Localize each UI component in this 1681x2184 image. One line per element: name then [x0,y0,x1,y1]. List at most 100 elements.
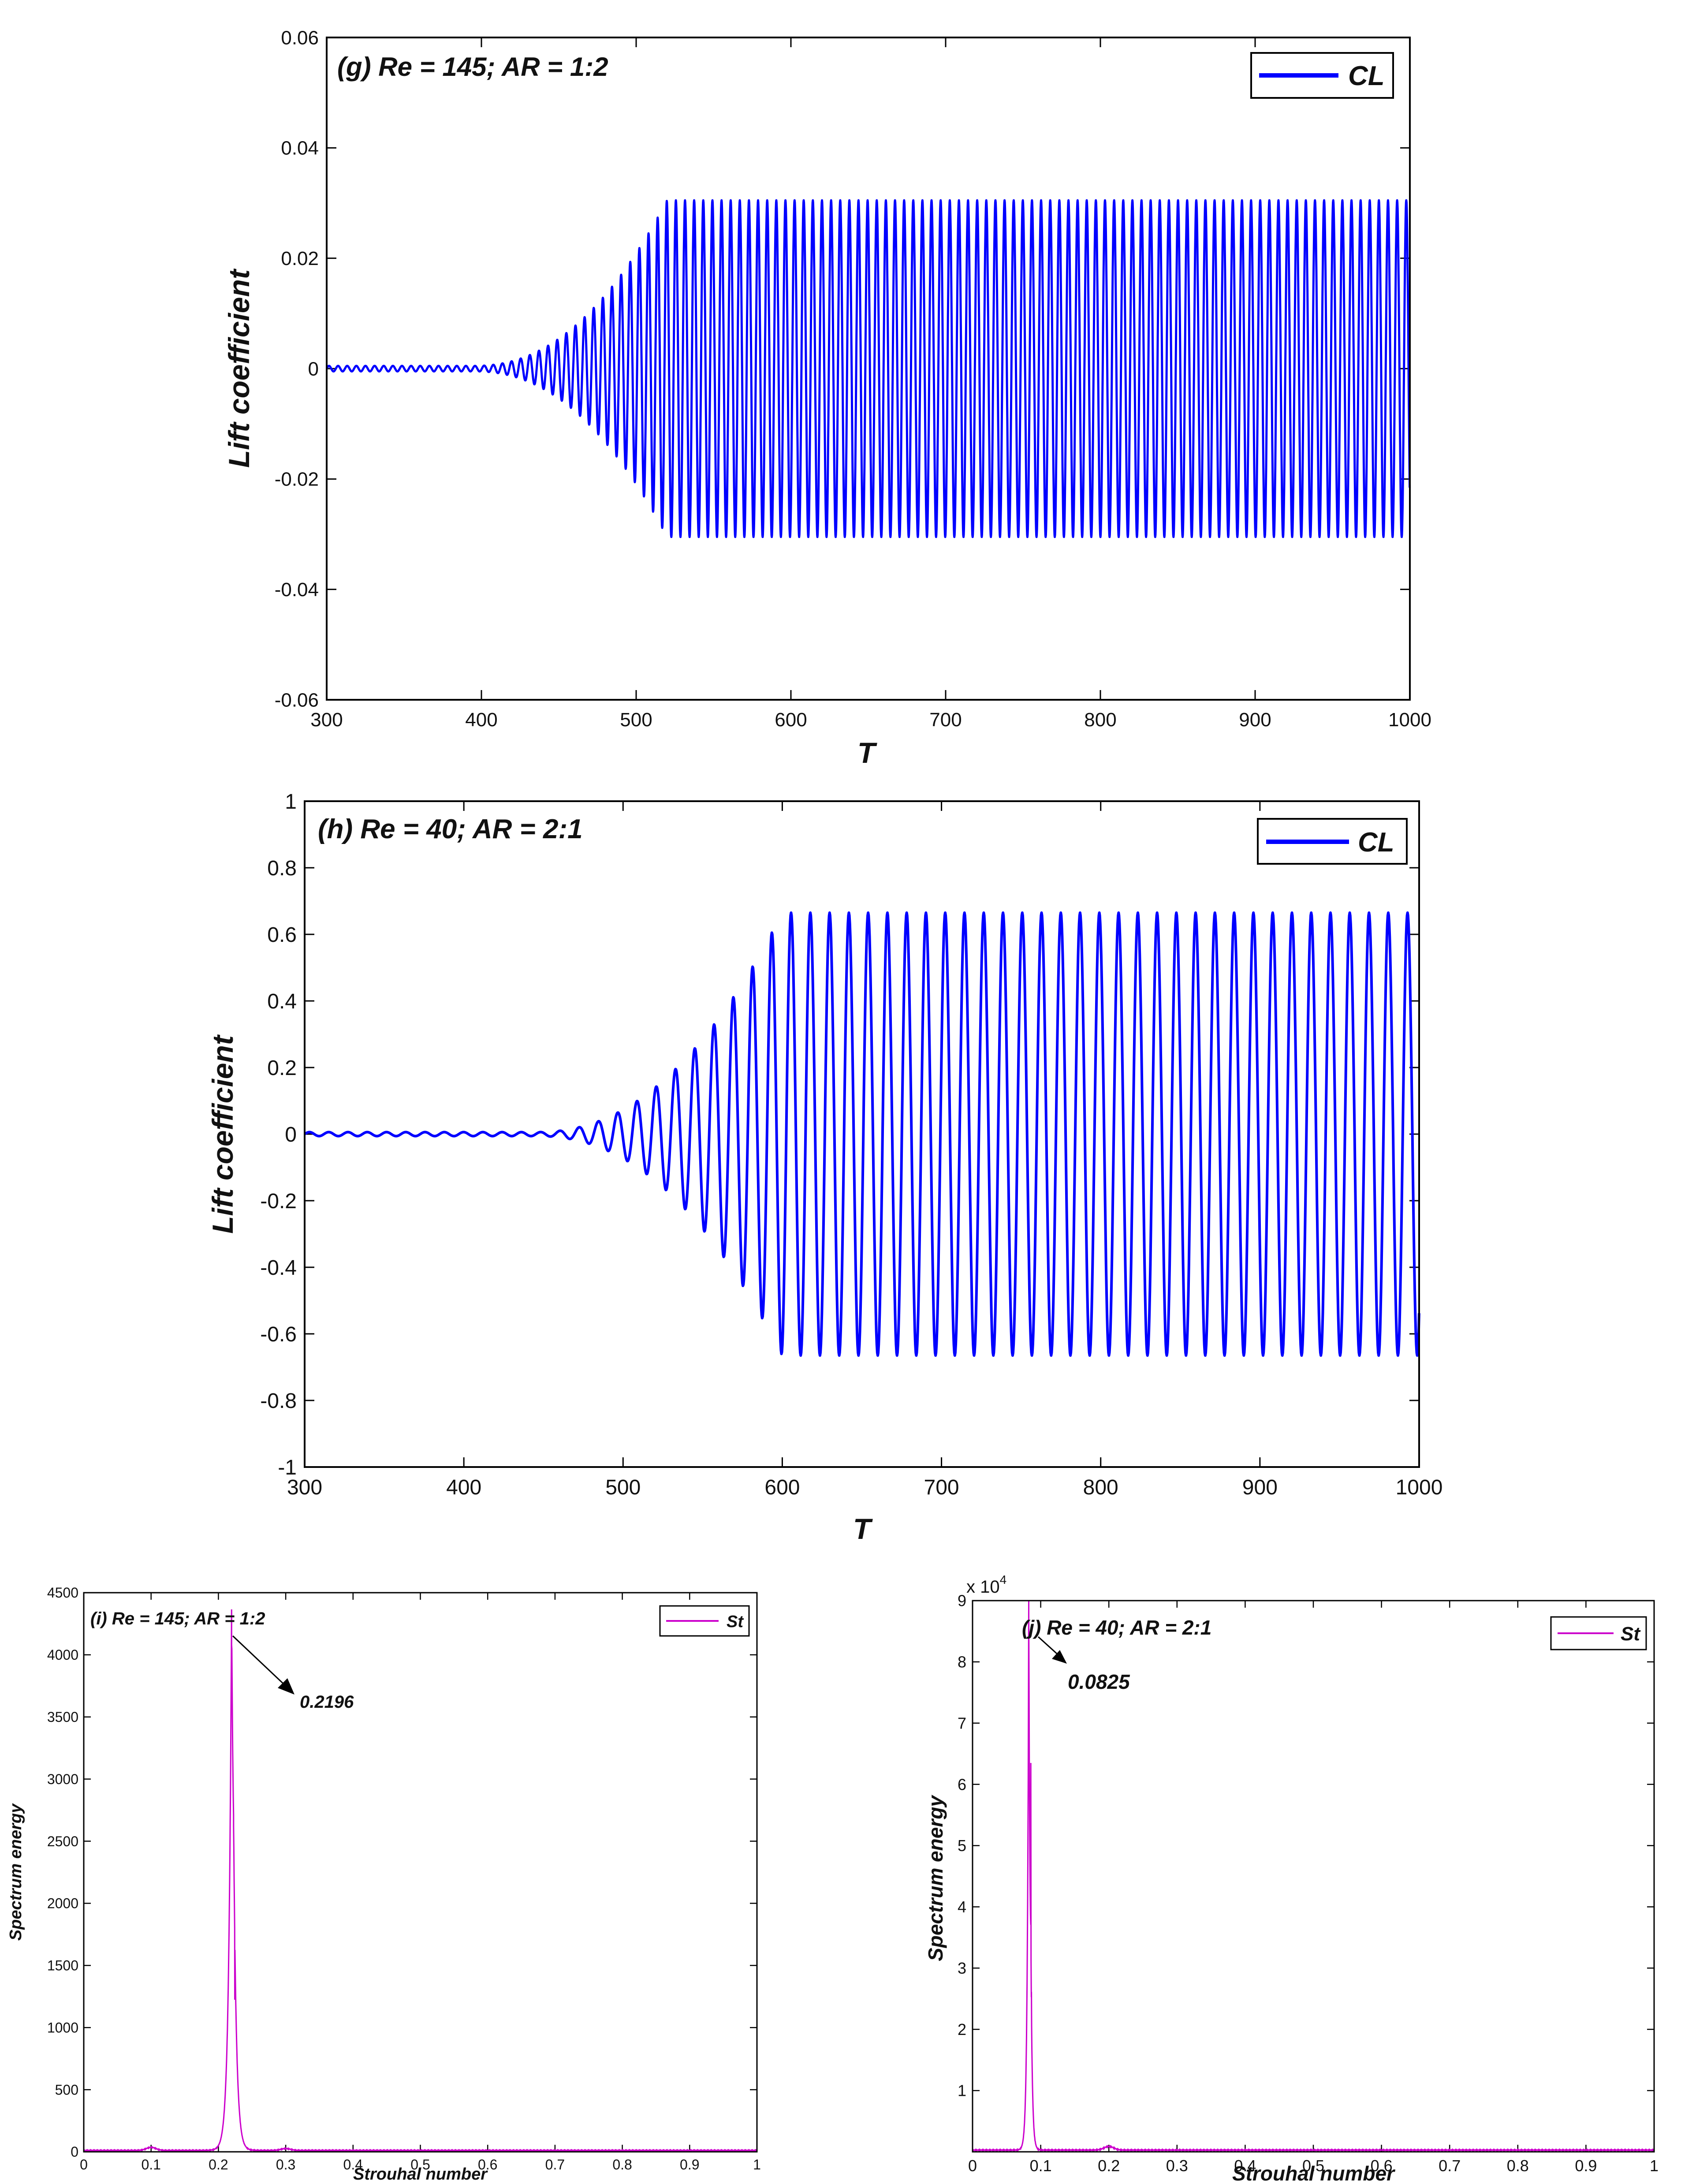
panel-i-x-axis-title: Strouhal number [353,2165,488,2184]
panel-j-y-axis-title: Spectrum energy [924,1795,947,1961]
panel-i-spectrum-chart: 0 0.1 0.2 0.3 0.4 0.5 0.6 0.7 0.8 0.9 1 0 500 1000 150… [7,1585,761,2184]
panel-i-y-tick-label: 2500 [47,1833,78,1849]
panel-j-y-tick-label: 5 [958,1837,966,1855]
panel-j-x-tick-label: 0.9 [1575,2157,1597,2175]
panel-j-legend: St [1550,1616,1647,1650]
panel-j-x-tick-label: 0.1 [1030,2157,1052,2175]
panel-h-y-tick-label: 1 [285,790,297,814]
panel-j-axes-box [972,1600,1655,2153]
panel-g-x-tick-label: 1000 [1388,709,1431,731]
panel-i-x-tick-label: 0.4 [343,2157,363,2173]
panel-g-plot-area [327,37,1410,700]
panel-j-y-tick-label: 6 [958,1775,966,1793]
panel-j-title: (j) Re = 40; AR = 2:1 [1022,1616,1211,1639]
panel-j-x-tick-label: 0.7 [1439,2157,1461,2175]
panel-h-x-tick-label: 600 [764,1476,800,1499]
panel-i-x-tick-label: 0.6 [478,2157,497,2173]
panel-i-y-tick-label: 2000 [47,1896,78,1911]
panel-j-y-tick-label: 7 [958,1714,966,1732]
panel-g-y-tick-label: 0.02 [281,248,319,269]
panel-g-legend-label: CL [1348,61,1385,91]
panel-h-y-tick-label: 0 [285,1123,297,1146]
panel-i-annotation-arrow [232,1635,290,1690]
panel-h-lift-coefficient-chart: 300 400 500 600 700 800 900 1000 -1 -0.8 -0.6 -0.4 -… [206,790,1442,1545]
panel-i-x-tick-label: 1 [753,2157,761,2173]
panel-g-axes-box [326,37,1411,701]
panel-h-y-axis-title: Lift coefficient [206,1034,239,1234]
panel-g-ticks: 300 400 500 600 700 800 900 1000 -0.06 -0.04 -0.02… [275,27,1431,731]
panel-j-x-tick-label: 0 [968,2157,977,2175]
panel-j-y-tick-label: 8 [958,1653,966,1671]
panel-i-y-tick-label: 1500 [47,1958,78,1974]
panel-i-y-tick-label: 3000 [47,1771,78,1787]
panel-i-legend: St [659,1605,750,1637]
panel-j-y-tick-label: 1 [958,2082,966,2100]
panel-h-x-tick-label: 1000 [1396,1476,1443,1499]
panel-j-x-tick-label: 0.2 [1098,2157,1120,2175]
panel-h-legend-label: CL [1358,827,1394,858]
panel-j-y-exponent-power: 4 [1000,1573,1007,1587]
panel-g-y-axis-title: Lift coefficient [223,268,255,468]
panel-h-y-tick-label: -0.8 [260,1389,297,1413]
panel-j-spectrum-chart: 0 0.1 0.2 0.3 0.4 0.5 0.6 0.7 0.8 0.9 1 1 2 3 4 5 6 7 8 9 x… [924,1573,1659,2184]
panel-h-x-tick-label: 500 [605,1476,641,1499]
panel-g-y-tick-label: -0.02 [275,469,319,490]
panel-g-y-tick-label: 0.04 [281,138,319,159]
panel-g-title: (g) Re = 145; AR = 1:2 [337,52,608,82]
panel-h-y-tick-label: 0.4 [267,990,297,1013]
panel-h-x-tick-label: 900 [1242,1476,1278,1499]
panel-g-x-tick-label: 600 [775,709,807,731]
panel-g-x-tick-label: 800 [1084,709,1116,731]
panel-j-x-tick-label: 0.4 [1234,2157,1256,2175]
panel-i-y-tick-label: 4000 [47,1647,78,1663]
panel-i-y-tick-label: 0 [71,2144,78,2160]
panel-h-x-tick-label: 700 [924,1476,959,1499]
panel-j-x-tick-label: 0.6 [1371,2157,1393,2175]
panel-g-y-tick-label: 0.06 [281,27,319,49]
panel-j-plot-area [973,1601,1654,2152]
panel-j-x-tick-label: 0.8 [1507,2157,1529,2175]
panel-h-cl-line [304,911,1420,1357]
panel-j-ticks: 0 0.1 0.2 0.3 0.4 0.5 0.6 0.7 0.8 0.9 1 1 2 3 4 5 6 7 8 9 [958,1592,1659,2175]
panel-i-y-axis-title: Spectrum energy [7,1803,25,1941]
panel-j-y-exponent-base: x 10 [966,1577,1000,1597]
panel-g-legend: CL [1250,52,1394,99]
panel-h-ticks: 300 400 500 600 700 800 900 1000 -1 -0.8 -0.6 -0.4 -… [260,790,1442,1499]
panel-g-series-cl [325,199,1411,538]
panel-j-y-tick-label: 4 [958,1898,966,1916]
panel-i-x-tick-label: 0 [80,2157,88,2173]
panel-j-y-tick-label: 9 [958,1592,966,1610]
panel-h-y-tick-label: -1 [278,1456,297,1479]
panel-j-x-tick-label: 0.3 [1166,2157,1188,2175]
panel-i-x-tick-label: 0.8 [612,2157,632,2173]
panel-j-st-line [972,1600,1655,2153]
panel-j-x-axis-title: Strouhal number [1232,2162,1395,2184]
panel-g-x-tick-label: 500 [620,709,652,731]
panel-h-axes-box [304,800,1420,1468]
panel-h-x-tick-label: 400 [446,1476,481,1499]
panel-i-y-tick-label: 4500 [47,1585,78,1601]
panel-j-annotation-label: 0.0825 [1068,1670,1130,1693]
panel-h-y-tick-label: 0.8 [267,857,297,880]
panel-i-title: (i) Re = 145; AR = 1:2 [90,1609,265,1628]
panel-h-y-tick-label: -0.2 [260,1190,297,1213]
panel-g-x-tick-label: 900 [1239,709,1271,731]
panel-i-annotation-label: 0.2196 [300,1692,354,1712]
panel-h-y-tick-label: -0.6 [260,1323,297,1346]
panel-g-y-tick-label: 0 [308,358,319,380]
panel-h-y-tick-label: 0.6 [267,923,297,947]
panel-i-st-line [83,1609,757,2153]
panel-h-series-cl [304,911,1420,1357]
panel-g-x-tick-label: 300 [310,709,343,731]
panel-g-cl-line [325,199,1411,538]
panel-h-y-tick-label: -0.4 [260,1256,297,1280]
panel-j-x-tick-label: 1 [1650,2157,1659,2175]
panel-i-y-tick-label: 3500 [47,1709,78,1725]
panel-h-y-tick-label: 0.2 [267,1057,297,1080]
panel-h-x-tick-label: 800 [1083,1476,1118,1499]
panel-j-y-exponent: x 104 [966,1573,1006,1597]
panel-h-plot-area [305,801,1419,1467]
panel-j-series-st [972,1600,1655,2153]
panel-j-y-tick-label: 2 [958,2020,966,2038]
